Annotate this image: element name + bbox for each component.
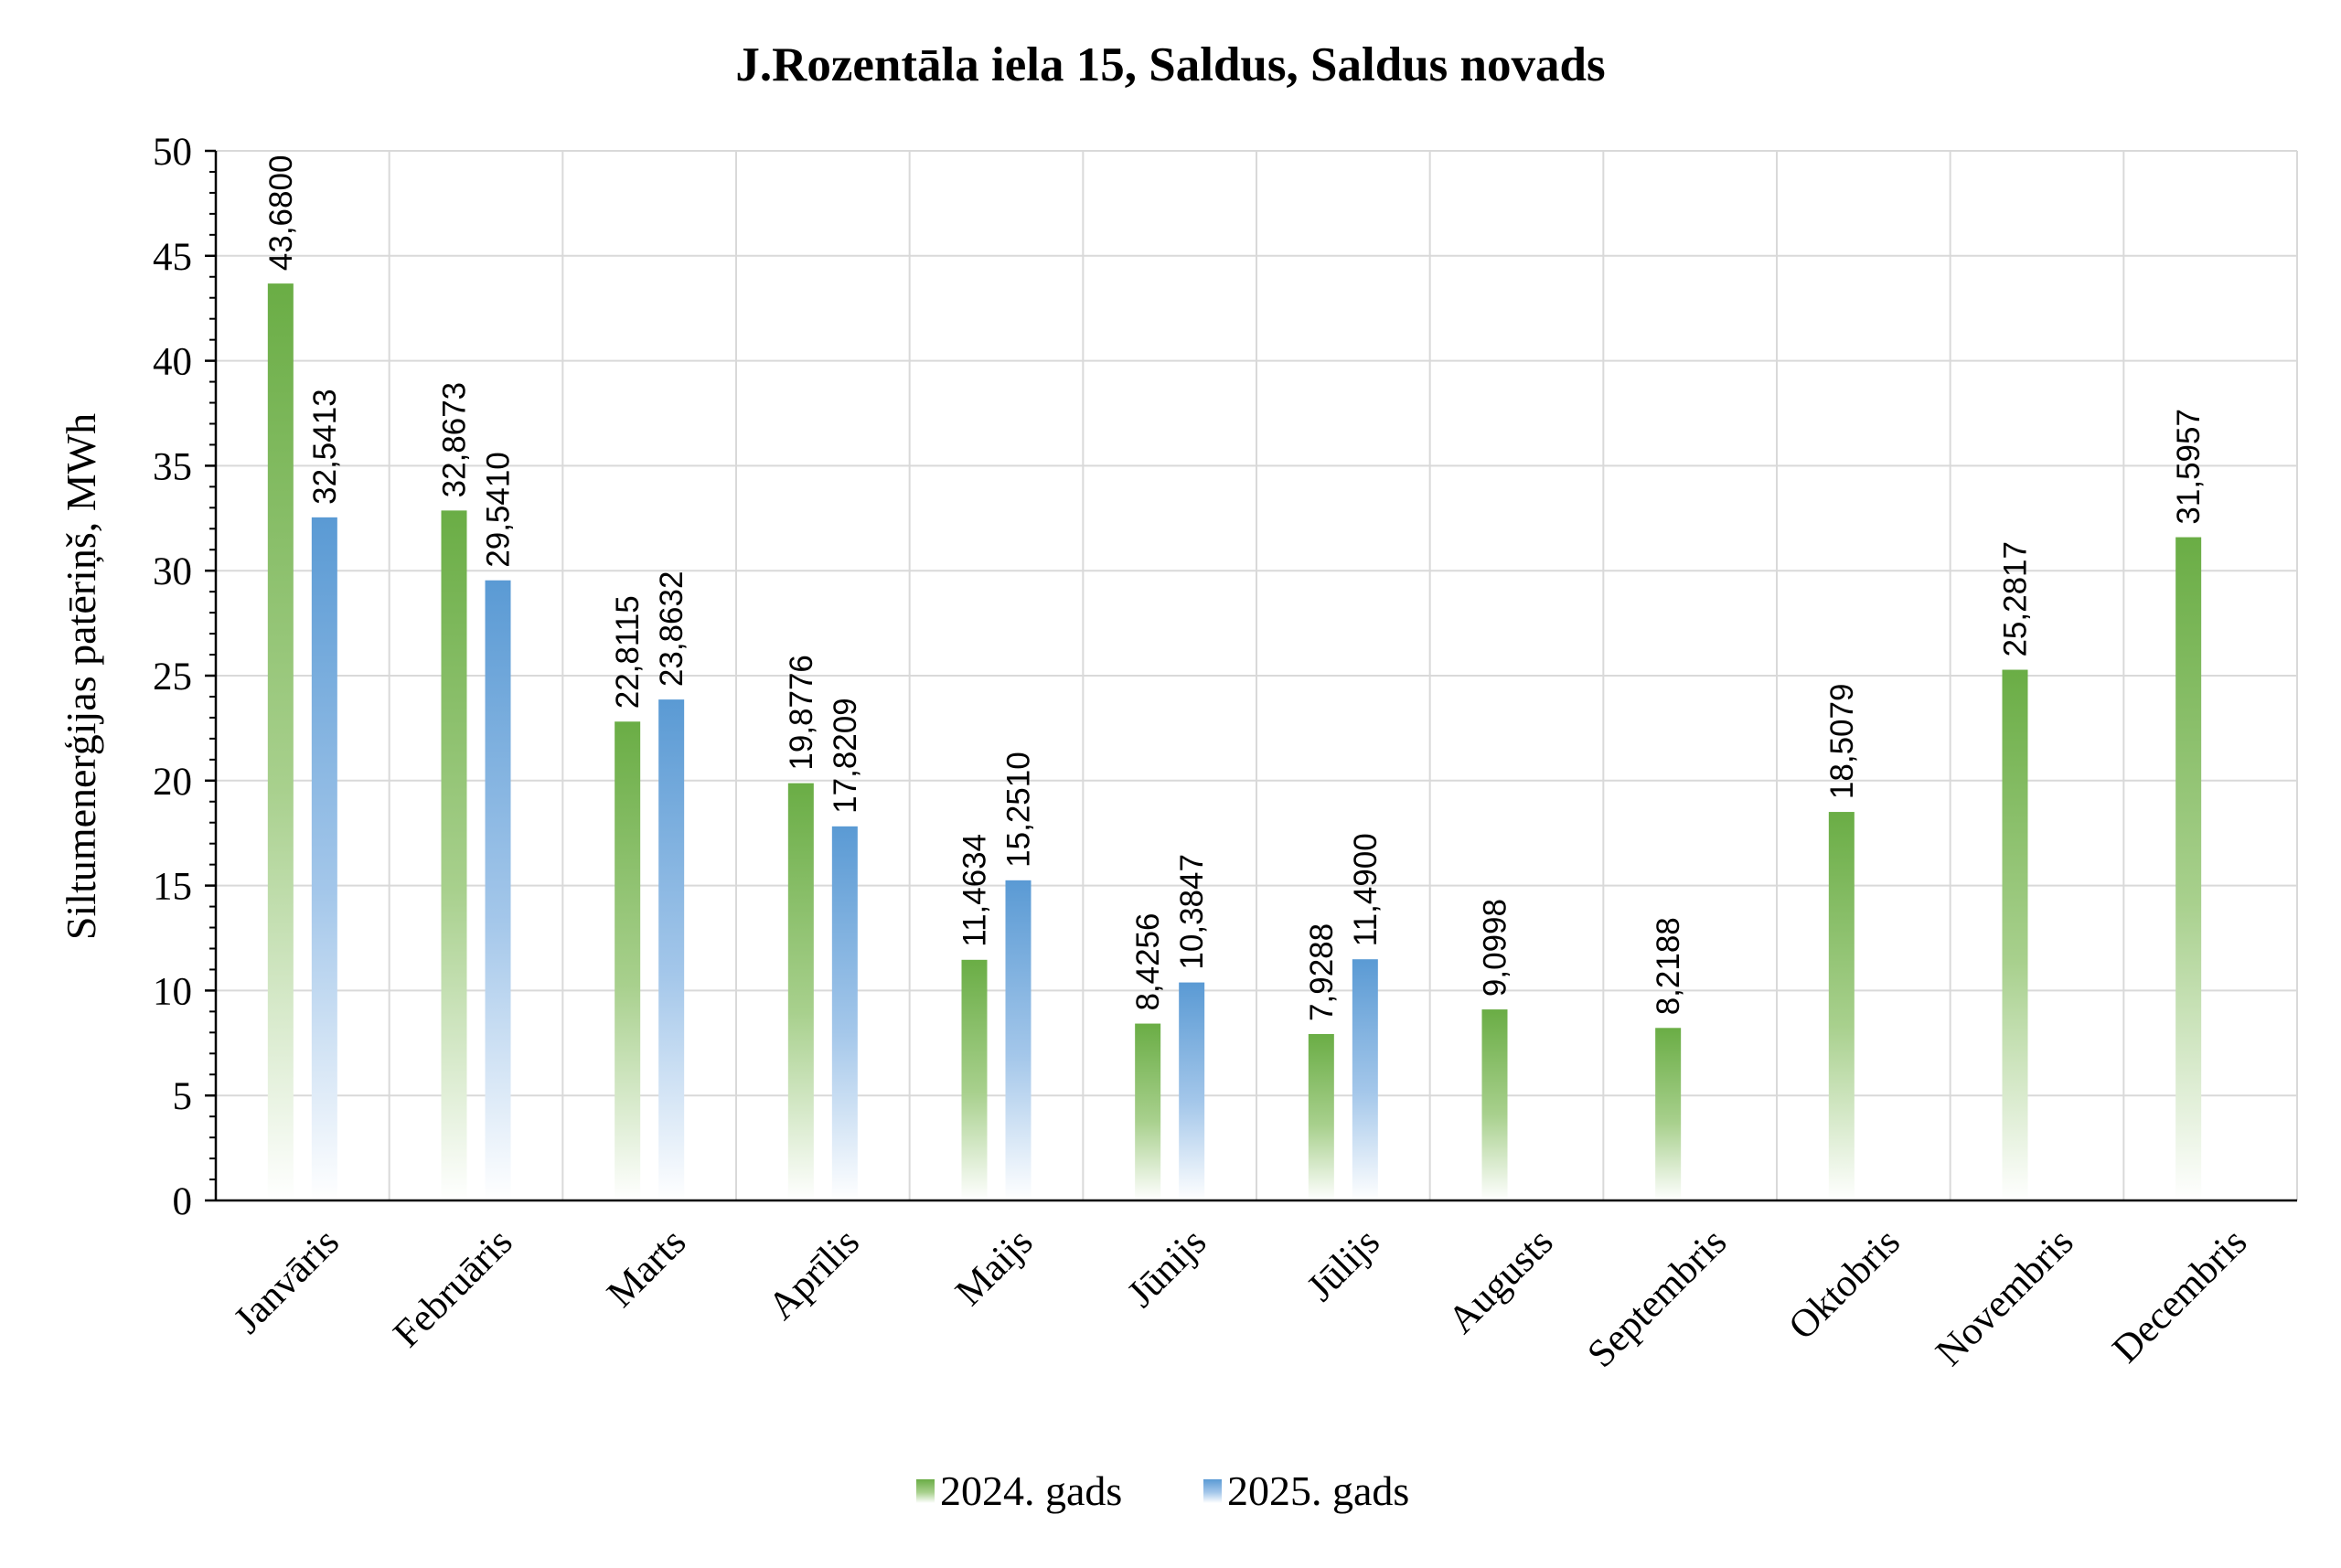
y-tick-label: 40 [153, 341, 192, 384]
data-label: 7,9288 [1304, 923, 1340, 1021]
x-tick-label: Aprīlis [760, 1221, 868, 1328]
legend-swatch-2025 [1203, 1479, 1222, 1503]
bar-2024-3 [787, 783, 814, 1200]
data-label: 11,4634 [957, 834, 993, 947]
data-label: 32,8673 [437, 382, 473, 498]
bar-2024-8 [1655, 1028, 1682, 1200]
bar-2024-0 [267, 283, 294, 1201]
y-axis-title: Siltumenerģijas patēriņš, MWh [58, 413, 104, 940]
x-tick-label: Februāris [385, 1221, 520, 1356]
axes: 0 5 10 15 20 25 30 35 40 45 50 Janvāris Februāris Mar… [153, 131, 2297, 1376]
x-tick-label: Augusts [1440, 1221, 1562, 1342]
bar-2024-2 [615, 721, 641, 1200]
data-label: 11,4900 [1348, 833, 1384, 946]
legend-swatch-2024 [916, 1479, 935, 1503]
bar-2025-4 [1005, 880, 1032, 1200]
chart-title: J.Rozentāla iela 15, Saldus, Saldus nova… [735, 38, 1605, 91]
data-label: 10,3847 [1174, 854, 1210, 970]
data-label: 19,8776 [784, 655, 819, 771]
y-tick-label: 25 [153, 656, 192, 699]
data-label: 25,2817 [1998, 541, 2034, 657]
data-label: 43,6800 [263, 155, 299, 272]
x-tick-label: Janvāris [226, 1221, 347, 1342]
bar-2024-5 [1135, 1023, 1161, 1200]
x-tick-label: Oktobris [1780, 1221, 1908, 1349]
bar-2025-0 [311, 517, 337, 1200]
bar-2025-5 [1179, 982, 1205, 1200]
y-tick-label: 0 [173, 1180, 193, 1223]
bar-2024-7 [1481, 1009, 1508, 1200]
y-tick-label: 5 [173, 1075, 193, 1118]
y-tick-label: 15 [153, 866, 192, 909]
data-label: 8,2188 [1651, 917, 1686, 1015]
bar-2025-2 [658, 699, 685, 1200]
bar-2025-6 [1352, 959, 1378, 1200]
x-tick-label: Marts [599, 1221, 694, 1316]
data-label: 15,2510 [1001, 752, 1037, 868]
data-labels: 43,6800 32,8673 22,8115 19,8776 11,4634 8,425… [263, 155, 2207, 1021]
legend-label-2024: 2024. gads [940, 1467, 1122, 1514]
y-tick-label: 50 [153, 131, 192, 174]
bar-2024-4 [961, 959, 988, 1200]
bars [267, 283, 2202, 1201]
x-tick-label: Novembris [1928, 1221, 2081, 1374]
bar-2025-3 [831, 826, 858, 1200]
legend: 2024. gads 2025. gads [916, 1467, 1409, 1514]
bar-2024-10 [2002, 669, 2028, 1200]
bar-2024-11 [2175, 537, 2202, 1200]
data-label: 29,5410 [481, 452, 517, 568]
bar-2024-6 [1308, 1033, 1334, 1200]
data-label: 22,8115 [610, 595, 646, 709]
x-tick-label: Decembris [2104, 1221, 2255, 1371]
y-tick-label: 45 [153, 236, 192, 279]
y-tick-label: 10 [153, 970, 192, 1013]
legend-label-2025: 2025. gads [1227, 1467, 1409, 1514]
gridlines [216, 150, 2298, 1200]
data-label: 18,5079 [1824, 684, 1860, 800]
y-tick-label: 30 [153, 550, 192, 593]
data-label: 9,0998 [1478, 899, 1513, 997]
x-tick-label: Jūnijs [1119, 1221, 1214, 1316]
x-tick-label: Septembris [1579, 1221, 1735, 1376]
y-tick-label: 35 [153, 445, 192, 488]
data-label: 31,5957 [2171, 409, 2207, 525]
bar-2025-1 [485, 580, 511, 1200]
data-label: 32,5413 [307, 389, 343, 505]
bar-2024-9 [1828, 812, 1855, 1200]
x-tick-label: Maijs [947, 1221, 1041, 1314]
bar-2024-1 [441, 510, 467, 1200]
data-label: 23,8632 [654, 571, 689, 688]
x-tick-label: Jūlijs [1299, 1221, 1387, 1309]
data-label: 17,8209 [828, 698, 863, 814]
y-tick-label: 20 [153, 761, 192, 804]
data-label: 8,4256 [1130, 912, 1166, 1010]
